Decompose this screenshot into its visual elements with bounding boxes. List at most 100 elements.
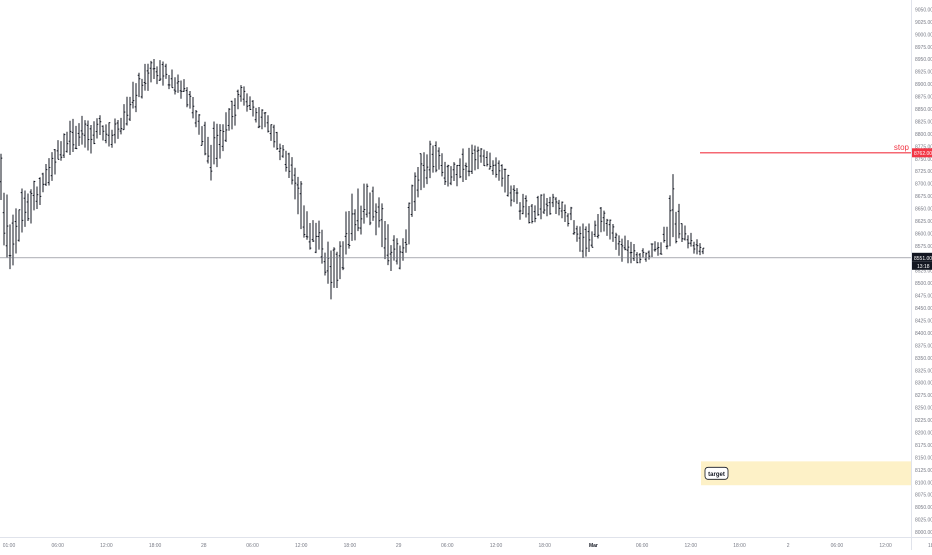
- price-bars: [0, 58, 705, 300]
- price-tick-label: 8825.00: [915, 119, 932, 125]
- ohlc-bar: [293, 167, 297, 200]
- price-tick-label: 8100.00: [915, 480, 932, 486]
- ohlc-bar: [170, 69, 174, 89]
- ohlc-bar: [305, 211, 309, 240]
- price-tick-label: 8375.00: [915, 343, 932, 349]
- ohlc-bar: [140, 78, 144, 99]
- ohlc-bar: [386, 224, 390, 266]
- ohlc-bar: [461, 148, 465, 183]
- ohlc-bar: [566, 213, 570, 227]
- time-tick-label: 06:00: [636, 543, 649, 549]
- ohlc-bar: [425, 154, 429, 185]
- ohlc-bar: [440, 153, 444, 177]
- ohlc-bar: [686, 235, 690, 249]
- ohlc-bar: [344, 211, 348, 255]
- ohlc-bar: [548, 196, 552, 215]
- ohlc-bar: [14, 208, 18, 254]
- ohlc-bar: [236, 89, 240, 110]
- ohlc-bar: [263, 112, 267, 128]
- ohlc-bar: [134, 83, 138, 113]
- ohlc-bar: [122, 104, 126, 131]
- ohlc-bar: [332, 247, 336, 288]
- ohlc-bar: [683, 225, 687, 241]
- ohlc-bar: [257, 106, 261, 129]
- ohlc-bar: [221, 124, 225, 152]
- ohlc-bar: [647, 250, 651, 260]
- time-tick-label: 18:00: [928, 543, 932, 549]
- ohlc-bar: [398, 245, 402, 270]
- ohlc-bar: [470, 144, 474, 175]
- ohlc-bar: [104, 124, 108, 144]
- ohlc-bar: [602, 210, 606, 232]
- ohlc-bar: [320, 229, 324, 264]
- ohlc-bar: [362, 183, 366, 224]
- ohlc-bar: [596, 213, 600, 239]
- last-price-label: 8551.00: [914, 256, 932, 262]
- ohlc-bar: [626, 240, 630, 264]
- price-tick-label: 8725.00: [915, 169, 932, 175]
- ohlc-bar: [32, 180, 36, 211]
- ohlc-bar: [125, 96, 129, 126]
- ohlc-bar: [656, 242, 660, 256]
- ohlc-bar: [101, 125, 105, 141]
- price-tick-label: 8575.00: [915, 244, 932, 250]
- ohlc-bar: [77, 123, 81, 147]
- ohlc-bar: [155, 66, 159, 85]
- ohlc-bar: [620, 238, 624, 262]
- ohlc-bar: [560, 201, 564, 219]
- ohlc-bar: [605, 218, 609, 236]
- ohlc-bar: [182, 79, 186, 92]
- price-tick-label: 9025.00: [915, 20, 932, 26]
- price-tick-label: 9000.00: [915, 32, 932, 38]
- ohlc-bar: [476, 146, 480, 170]
- ohlc-bar: [593, 220, 597, 237]
- price-tick-label: 8225.00: [915, 418, 932, 424]
- ohlc-bar: [98, 115, 102, 135]
- time-tick-label: 06:00: [831, 543, 844, 549]
- ohlc-bar: [71, 118, 75, 153]
- ohlc-bar: [197, 114, 201, 135]
- ohlc-bar: [671, 174, 675, 238]
- price-tick-label: 8300.00: [915, 381, 932, 387]
- ohlc-bar: [146, 63, 150, 91]
- ohlc-bar: [0, 153, 3, 200]
- price-tick-label: 8650.00: [915, 207, 932, 213]
- ohlc-bar: [530, 203, 534, 224]
- price-tick-label: 8250.00: [915, 406, 932, 412]
- ohlc-bar: [218, 124, 222, 159]
- ohlc-bar: [329, 250, 333, 300]
- ohlc-bar: [677, 203, 681, 239]
- ohlc-bar: [458, 158, 462, 179]
- ohlc-bar: [38, 177, 42, 205]
- ohlc-bar: [650, 243, 654, 257]
- ohlc-bar: [545, 198, 549, 217]
- ohlc-bar: [317, 220, 321, 250]
- ohlc-bar: [176, 74, 180, 93]
- ohlc-bar: [173, 77, 177, 95]
- ohlc-bar: [428, 140, 432, 179]
- price-tick-label: 8900.00: [915, 82, 932, 88]
- ohlc-bar: [5, 194, 9, 258]
- ohlc-bar: [680, 223, 684, 242]
- time-axis[interactable]: 01:00 06:00 12:00 18:00 28 06:00 12:00 18:00 29 0…: [3, 543, 932, 549]
- ohlc-bar: [239, 85, 243, 102]
- price-axis[interactable]: 9050.00 9025.00 9000.00 8975.00 8950.00 8925.…: [912, 7, 932, 536]
- ohlc-bar: [383, 220, 387, 260]
- ohlc-bar: [515, 188, 519, 204]
- ohlc-bar: [536, 195, 540, 216]
- ohlc-bar: [242, 86, 246, 106]
- ohlc-bar: [518, 202, 522, 220]
- ohlc-bar: [509, 185, 513, 207]
- ohlc-bar: [410, 184, 414, 217]
- ohlc-bar: [416, 167, 420, 198]
- ohlc-bar: [527, 206, 531, 224]
- price-tick-label: 8200.00: [915, 430, 932, 436]
- price-tick-label: 8500.00: [915, 281, 932, 287]
- ohlc-bar: [143, 63, 147, 91]
- time-tick-label: 18:00: [344, 543, 357, 549]
- ohlc-bar: [377, 197, 381, 228]
- ohlc-bar: [689, 232, 693, 247]
- price-tick-label: 8350.00: [915, 356, 932, 362]
